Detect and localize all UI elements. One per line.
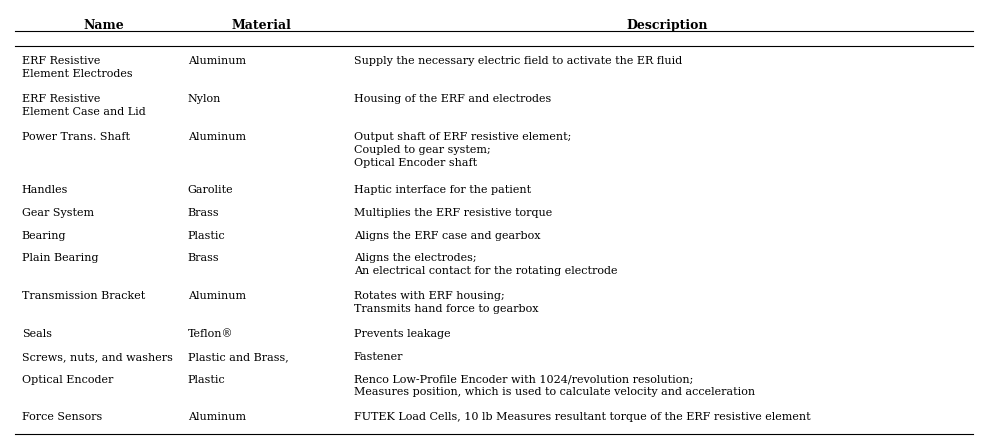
Text: Teflon®: Teflon®: [188, 329, 233, 339]
Text: Plastic and Brass,: Plastic and Brass,: [188, 352, 288, 362]
Text: Optical Encoder: Optical Encoder: [22, 374, 113, 385]
Text: Brass: Brass: [188, 253, 219, 263]
Text: Name: Name: [83, 19, 124, 31]
Text: Gear System: Gear System: [22, 208, 94, 218]
Text: Multiplies the ERF resistive torque: Multiplies the ERF resistive torque: [354, 208, 552, 218]
Text: Plastic: Plastic: [188, 231, 225, 240]
Text: Material: Material: [232, 19, 291, 31]
Text: Transmission Bracket: Transmission Bracket: [22, 291, 145, 301]
Text: Aligns the ERF case and gearbox: Aligns the ERF case and gearbox: [354, 231, 540, 240]
Text: Aligns the electrodes;
An electrical contact for the rotating electrode: Aligns the electrodes; An electrical con…: [354, 253, 618, 276]
Text: Description: Description: [626, 19, 707, 31]
Text: Handles: Handles: [22, 185, 68, 195]
Text: Aluminum: Aluminum: [188, 291, 246, 301]
Text: Force Sensors: Force Sensors: [22, 412, 102, 423]
Text: Plastic: Plastic: [188, 374, 225, 385]
Text: Nylon: Nylon: [188, 94, 221, 104]
Text: Garolite: Garolite: [188, 185, 233, 195]
Text: Rotates with ERF housing;
Transmits hand force to gearbox: Rotates with ERF housing; Transmits hand…: [354, 291, 538, 314]
Text: Power Trans. Shaft: Power Trans. Shaft: [22, 132, 129, 142]
Text: Prevents leakage: Prevents leakage: [354, 329, 451, 339]
Text: Fastener: Fastener: [354, 352, 403, 362]
Text: Aluminum: Aluminum: [188, 57, 246, 66]
Text: ERF Resistive
Element Electrodes: ERF Resistive Element Electrodes: [22, 57, 132, 79]
Text: Plain Bearing: Plain Bearing: [22, 253, 98, 263]
Text: ERF Resistive
Element Case and Lid: ERF Resistive Element Case and Lid: [22, 94, 145, 117]
Text: Brass: Brass: [188, 208, 219, 218]
Text: Housing of the ERF and electrodes: Housing of the ERF and electrodes: [354, 94, 551, 104]
Text: Haptic interface for the patient: Haptic interface for the patient: [354, 185, 531, 195]
Text: Aluminum: Aluminum: [188, 132, 246, 142]
Text: Screws, nuts, and washers: Screws, nuts, and washers: [22, 352, 173, 362]
Text: Supply the necessary electric field to activate the ER fluid: Supply the necessary electric field to a…: [354, 57, 682, 66]
Text: FUTEK Load Cells, 10 lb Measures resultant torque of the ERF resistive element: FUTEK Load Cells, 10 lb Measures resulta…: [354, 412, 810, 423]
Text: Seals: Seals: [22, 329, 51, 339]
Text: Aluminum: Aluminum: [188, 412, 246, 423]
Text: Renco Low-Profile Encoder with 1024/revolution resolution;
Measures position, wh: Renco Low-Profile Encoder with 1024/revo…: [354, 374, 755, 397]
Text: Output shaft of ERF resistive element;
Coupled to gear system;
Optical Encoder s: Output shaft of ERF resistive element; C…: [354, 132, 571, 168]
Text: Bearing: Bearing: [22, 231, 66, 240]
